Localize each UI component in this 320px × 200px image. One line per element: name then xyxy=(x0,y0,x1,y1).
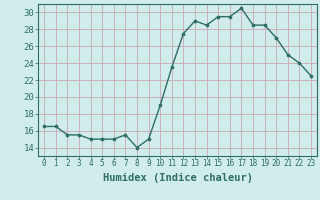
X-axis label: Humidex (Indice chaleur): Humidex (Indice chaleur) xyxy=(103,173,252,183)
